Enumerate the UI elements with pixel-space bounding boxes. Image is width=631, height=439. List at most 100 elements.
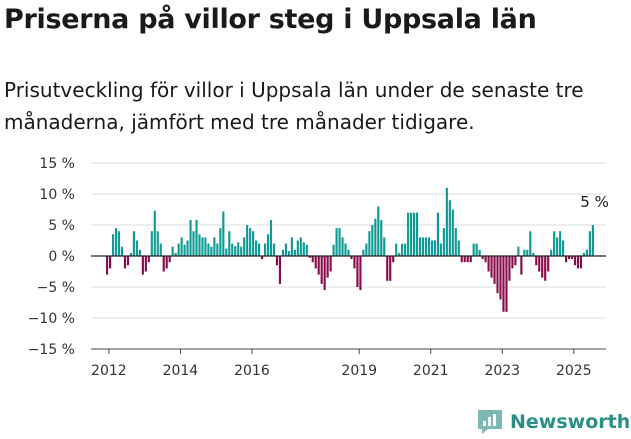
bar xyxy=(460,256,463,263)
bar xyxy=(261,256,264,260)
bar xyxy=(186,240,189,256)
bar xyxy=(412,212,416,256)
bar xyxy=(144,256,147,272)
bar xyxy=(228,231,231,256)
bar xyxy=(538,256,541,272)
bar xyxy=(341,237,344,256)
bar xyxy=(407,212,410,256)
bar xyxy=(481,256,484,260)
bar xyxy=(511,256,514,269)
bar xyxy=(559,231,562,256)
bar xyxy=(591,225,594,256)
bar xyxy=(258,243,261,256)
bar xyxy=(401,243,404,256)
bar xyxy=(386,256,389,281)
bar xyxy=(129,252,133,256)
bar xyxy=(335,228,338,256)
bar xyxy=(299,237,302,256)
bar xyxy=(290,237,293,256)
bar xyxy=(383,237,386,256)
bar xyxy=(237,242,240,256)
bar xyxy=(454,228,457,256)
bar xyxy=(109,256,112,269)
bar xyxy=(466,256,469,263)
bar xyxy=(210,246,213,256)
bar xyxy=(138,249,141,256)
bar xyxy=(496,256,499,294)
bar xyxy=(404,243,407,256)
y-tick-label: 0 % xyxy=(48,249,75,265)
x-tick-label: 2014 xyxy=(163,363,199,379)
bar xyxy=(463,256,466,263)
last-value-label: 5 % xyxy=(580,193,609,211)
x-tick-label: 2016 xyxy=(234,363,270,379)
bar xyxy=(272,243,276,256)
bar xyxy=(132,231,135,256)
bar xyxy=(502,256,505,312)
bar xyxy=(165,256,168,269)
bar xyxy=(359,256,362,291)
bar xyxy=(177,243,180,256)
bar xyxy=(553,231,556,256)
bar xyxy=(529,231,532,256)
bar xyxy=(287,251,290,256)
bar xyxy=(418,237,422,256)
bar xyxy=(556,237,559,256)
gridlines xyxy=(91,162,606,319)
bar xyxy=(505,256,508,312)
bar xyxy=(424,237,428,256)
bar xyxy=(374,218,377,256)
bar xyxy=(377,206,380,256)
bar xyxy=(222,211,225,256)
bars xyxy=(106,187,594,312)
bar xyxy=(147,256,150,263)
bar xyxy=(475,243,478,256)
x-tick-label: 2025 xyxy=(556,363,592,379)
bar xyxy=(484,256,487,263)
y-axis-ticks: 15 % 10 % 5 % 0 % −5 % −10 % −15 % xyxy=(28,156,75,358)
bar xyxy=(564,256,568,263)
bar xyxy=(436,212,439,256)
bar xyxy=(156,231,159,256)
bar xyxy=(550,249,553,256)
bar xyxy=(198,234,201,256)
bar xyxy=(520,256,523,275)
x-tick-label: 2019 xyxy=(341,363,377,379)
bar xyxy=(526,249,529,256)
bar xyxy=(427,237,431,256)
bar xyxy=(588,231,591,256)
bar xyxy=(302,242,305,256)
x-axis-ticks: 2012 2014 2016 2019 2021 2023 2025 xyxy=(91,349,592,379)
bar xyxy=(320,256,323,284)
bar xyxy=(231,243,234,256)
bar xyxy=(252,231,255,256)
bar xyxy=(469,256,472,263)
bar xyxy=(317,256,320,275)
bar xyxy=(126,256,130,266)
newsworthy-logo-icon xyxy=(478,410,502,434)
bar xyxy=(478,249,481,256)
bar xyxy=(579,256,583,269)
newsworthy-logo: Newsworthy xyxy=(476,407,631,437)
y-tick-label: −10 % xyxy=(28,311,75,327)
bar xyxy=(344,243,347,256)
bar xyxy=(398,252,401,256)
bar xyxy=(117,231,121,256)
bar xyxy=(183,244,186,256)
bar xyxy=(246,225,249,256)
bar xyxy=(168,256,171,263)
bar xyxy=(362,249,365,256)
annotations: 5 % xyxy=(580,193,609,211)
bar xyxy=(508,256,511,281)
bar xyxy=(234,246,237,256)
bar xyxy=(421,237,425,256)
bar xyxy=(380,220,383,256)
bar xyxy=(159,243,162,256)
bar xyxy=(371,225,374,256)
bar xyxy=(415,212,419,256)
bar xyxy=(225,248,228,256)
bar xyxy=(410,212,413,256)
bar xyxy=(171,246,174,256)
bar xyxy=(541,256,544,278)
bar xyxy=(573,256,577,266)
